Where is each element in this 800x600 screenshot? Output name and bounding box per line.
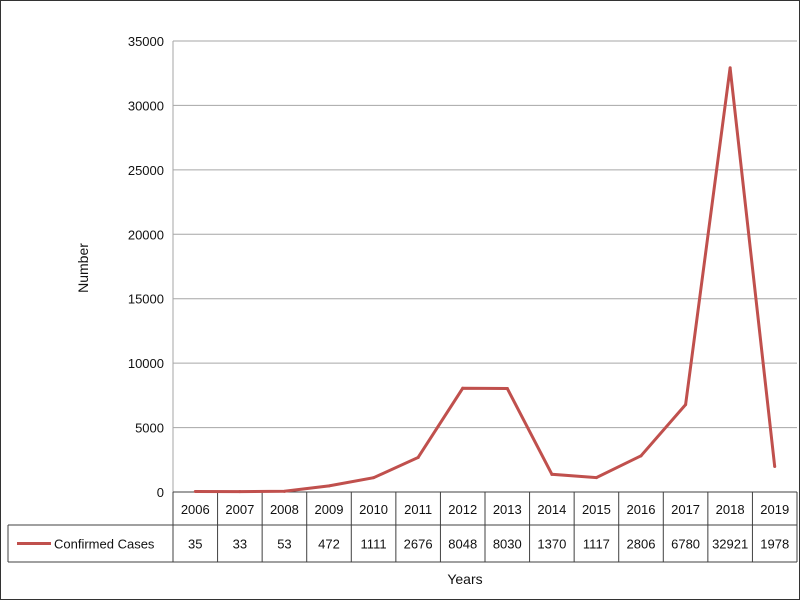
y-tick-label: 35000 <box>128 34 164 49</box>
data-point <box>505 387 509 391</box>
x-category-label: 2016 <box>627 502 656 517</box>
x-category-label: 2015 <box>582 502 611 517</box>
data-table: 2006 2007 2008 2009 2010 2011 2012 2013 2014 2015… <box>7 491 798 563</box>
data-point <box>282 489 286 493</box>
data-point <box>416 456 420 460</box>
x-category-label: 2018 <box>716 502 745 517</box>
table-value-cell: 8030 <box>493 537 522 552</box>
data-point <box>594 476 598 480</box>
x-category-label: 2007 <box>225 502 254 517</box>
table-value-cell: 1111 <box>361 537 387 552</box>
x-category-label: 2014 <box>537 502 566 517</box>
x-category-label: 2010 <box>359 502 388 517</box>
series-lines <box>193 66 777 494</box>
data-point <box>193 490 197 494</box>
y-tick-label: 30000 <box>128 98 164 113</box>
table-value-cell: 8048 <box>448 537 477 552</box>
y-tick-label: 25000 <box>128 163 164 178</box>
data-point <box>372 476 376 480</box>
data-point <box>238 490 242 494</box>
data-point <box>327 484 331 488</box>
data-point <box>639 454 643 458</box>
data-point <box>461 386 465 390</box>
y-tick-labels: 0 5000 10000 15000 20000 25000 30000 35000 <box>128 34 164 500</box>
y-tick-label: 20000 <box>128 227 164 242</box>
x-category-label: 2017 <box>671 502 700 517</box>
table-value-cell: 2676 <box>404 537 433 552</box>
data-point <box>773 465 777 469</box>
table-value-cell: 35 <box>188 537 202 552</box>
y-tick-label: 10000 <box>128 356 164 371</box>
table-value-cell: 2806 <box>627 537 656 552</box>
table-value-cell: 53 <box>277 537 291 552</box>
x-category-label: 2011 <box>404 502 432 517</box>
x-category-label: 2013 <box>493 502 522 517</box>
series-line-confirmed-cases <box>195 67 777 494</box>
legend-label: Confirmed Cases <box>54 537 155 552</box>
table-value-cell: 33 <box>233 537 247 552</box>
x-axis-label: Years <box>447 571 482 587</box>
table-value-cell: 32921 <box>712 537 748 552</box>
x-category-label: 2008 <box>270 502 299 517</box>
table-value-cell: 1370 <box>537 537 566 552</box>
y-axis-label: Number <box>75 243 91 293</box>
x-category-label: 2009 <box>315 502 344 517</box>
y-tick-label: 5000 <box>135 421 164 436</box>
data-point <box>684 403 688 407</box>
y-tick-label: 15000 <box>128 292 164 307</box>
table-value-cell: 1978 <box>760 537 789 552</box>
x-category-label: 2012 <box>448 502 477 517</box>
table-value-cell: 472 <box>318 537 340 552</box>
table-value-cell: 1117 <box>583 537 610 552</box>
data-point <box>550 472 554 476</box>
table-value-cell: 6780 <box>671 537 700 552</box>
data-point <box>728 66 732 70</box>
y-tick-label: 0 <box>157 485 164 500</box>
x-category-label: 2019 <box>760 502 789 517</box>
x-category-label: 2006 <box>181 502 210 517</box>
